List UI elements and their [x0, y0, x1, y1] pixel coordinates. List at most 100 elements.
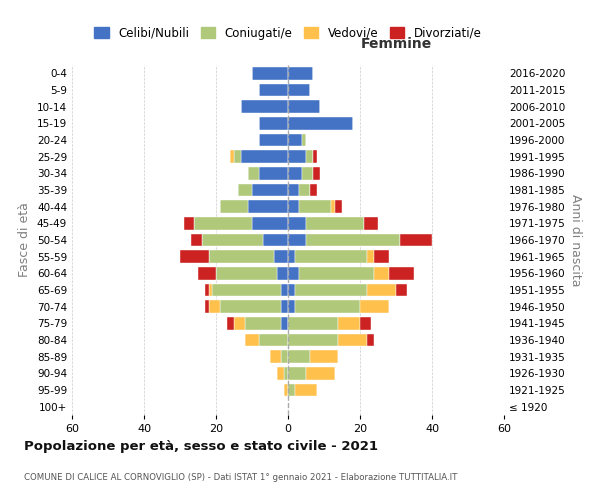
Bar [367, 250, 374, 263]
Bar [259, 84, 288, 96]
Text: COMUNE DI CALICE AL CORNOVIGLIO (SP) - Dati ISTAT 1° gennaio 2021 - Elaborazione: COMUNE DI CALICE AL CORNOVIGLIO (SP) - D… [24, 473, 457, 482]
Bar [248, 200, 288, 213]
Bar [259, 134, 288, 146]
Bar [205, 284, 209, 296]
Bar [302, 167, 313, 179]
Bar [295, 284, 367, 296]
Bar [227, 317, 234, 330]
Bar [263, 234, 288, 246]
Bar [205, 300, 209, 313]
Bar [288, 250, 295, 263]
Bar [288, 84, 310, 96]
Bar [295, 384, 317, 396]
Bar [216, 267, 277, 280]
Bar [310, 184, 317, 196]
Bar [360, 300, 389, 313]
Bar [220, 200, 248, 213]
Bar [209, 300, 220, 313]
Bar [288, 167, 302, 179]
Bar [241, 150, 288, 163]
Bar [241, 100, 288, 113]
Text: Popolazione per età, sesso e stato civile - 2021: Popolazione per età, sesso e stato civil… [24, 440, 378, 453]
Bar [400, 234, 432, 246]
Bar [299, 184, 310, 196]
Text: Femmine: Femmine [361, 37, 431, 51]
Y-axis label: Anni di nascita: Anni di nascita [569, 194, 582, 286]
Bar [288, 100, 320, 113]
Bar [288, 350, 310, 363]
Bar [288, 284, 295, 296]
Bar [238, 184, 252, 196]
Bar [306, 150, 313, 163]
Bar [299, 267, 374, 280]
Bar [374, 250, 389, 263]
Bar [212, 284, 281, 296]
Bar [288, 150, 306, 163]
Bar [367, 284, 396, 296]
Bar [313, 167, 320, 179]
Bar [248, 167, 259, 179]
Bar [331, 200, 335, 213]
Bar [277, 367, 284, 380]
Bar [364, 217, 378, 230]
Bar [194, 217, 252, 230]
Bar [209, 250, 274, 263]
Legend: Celibi/Nubili, Coniugati/e, Vedovi/e, Divorziati/e: Celibi/Nubili, Coniugati/e, Vedovi/e, Di… [89, 22, 487, 44]
Bar [252, 184, 288, 196]
Bar [198, 267, 216, 280]
Bar [306, 234, 400, 246]
Bar [252, 217, 288, 230]
Bar [288, 234, 306, 246]
Bar [288, 117, 353, 130]
Bar [367, 334, 374, 346]
Bar [288, 384, 295, 396]
Bar [281, 284, 288, 296]
Bar [295, 250, 367, 263]
Bar [220, 300, 281, 313]
Bar [202, 234, 263, 246]
Bar [284, 367, 288, 380]
Bar [281, 350, 288, 363]
Bar [360, 317, 371, 330]
Bar [335, 200, 342, 213]
Bar [284, 384, 288, 396]
Bar [270, 350, 281, 363]
Bar [234, 150, 241, 163]
Bar [245, 334, 259, 346]
Bar [310, 350, 338, 363]
Bar [389, 267, 414, 280]
Bar [259, 167, 288, 179]
Bar [288, 300, 295, 313]
Bar [299, 200, 331, 213]
Bar [295, 300, 360, 313]
Bar [230, 150, 234, 163]
Bar [302, 134, 306, 146]
Bar [374, 267, 389, 280]
Bar [259, 334, 288, 346]
Bar [338, 334, 367, 346]
Bar [209, 284, 212, 296]
Bar [288, 317, 338, 330]
Bar [252, 67, 288, 80]
Bar [184, 217, 194, 230]
Bar [288, 200, 299, 213]
Bar [288, 184, 299, 196]
Bar [281, 300, 288, 313]
Bar [338, 317, 360, 330]
Bar [313, 150, 317, 163]
Bar [191, 234, 202, 246]
Bar [288, 367, 306, 380]
Bar [288, 217, 306, 230]
Bar [306, 217, 364, 230]
Bar [281, 317, 288, 330]
Bar [288, 267, 299, 280]
Bar [180, 250, 209, 263]
Y-axis label: Fasce di età: Fasce di età [19, 202, 31, 278]
Bar [277, 267, 288, 280]
Bar [259, 117, 288, 130]
Bar [306, 367, 335, 380]
Bar [274, 250, 288, 263]
Bar [396, 284, 407, 296]
Bar [234, 317, 245, 330]
Bar [288, 134, 302, 146]
